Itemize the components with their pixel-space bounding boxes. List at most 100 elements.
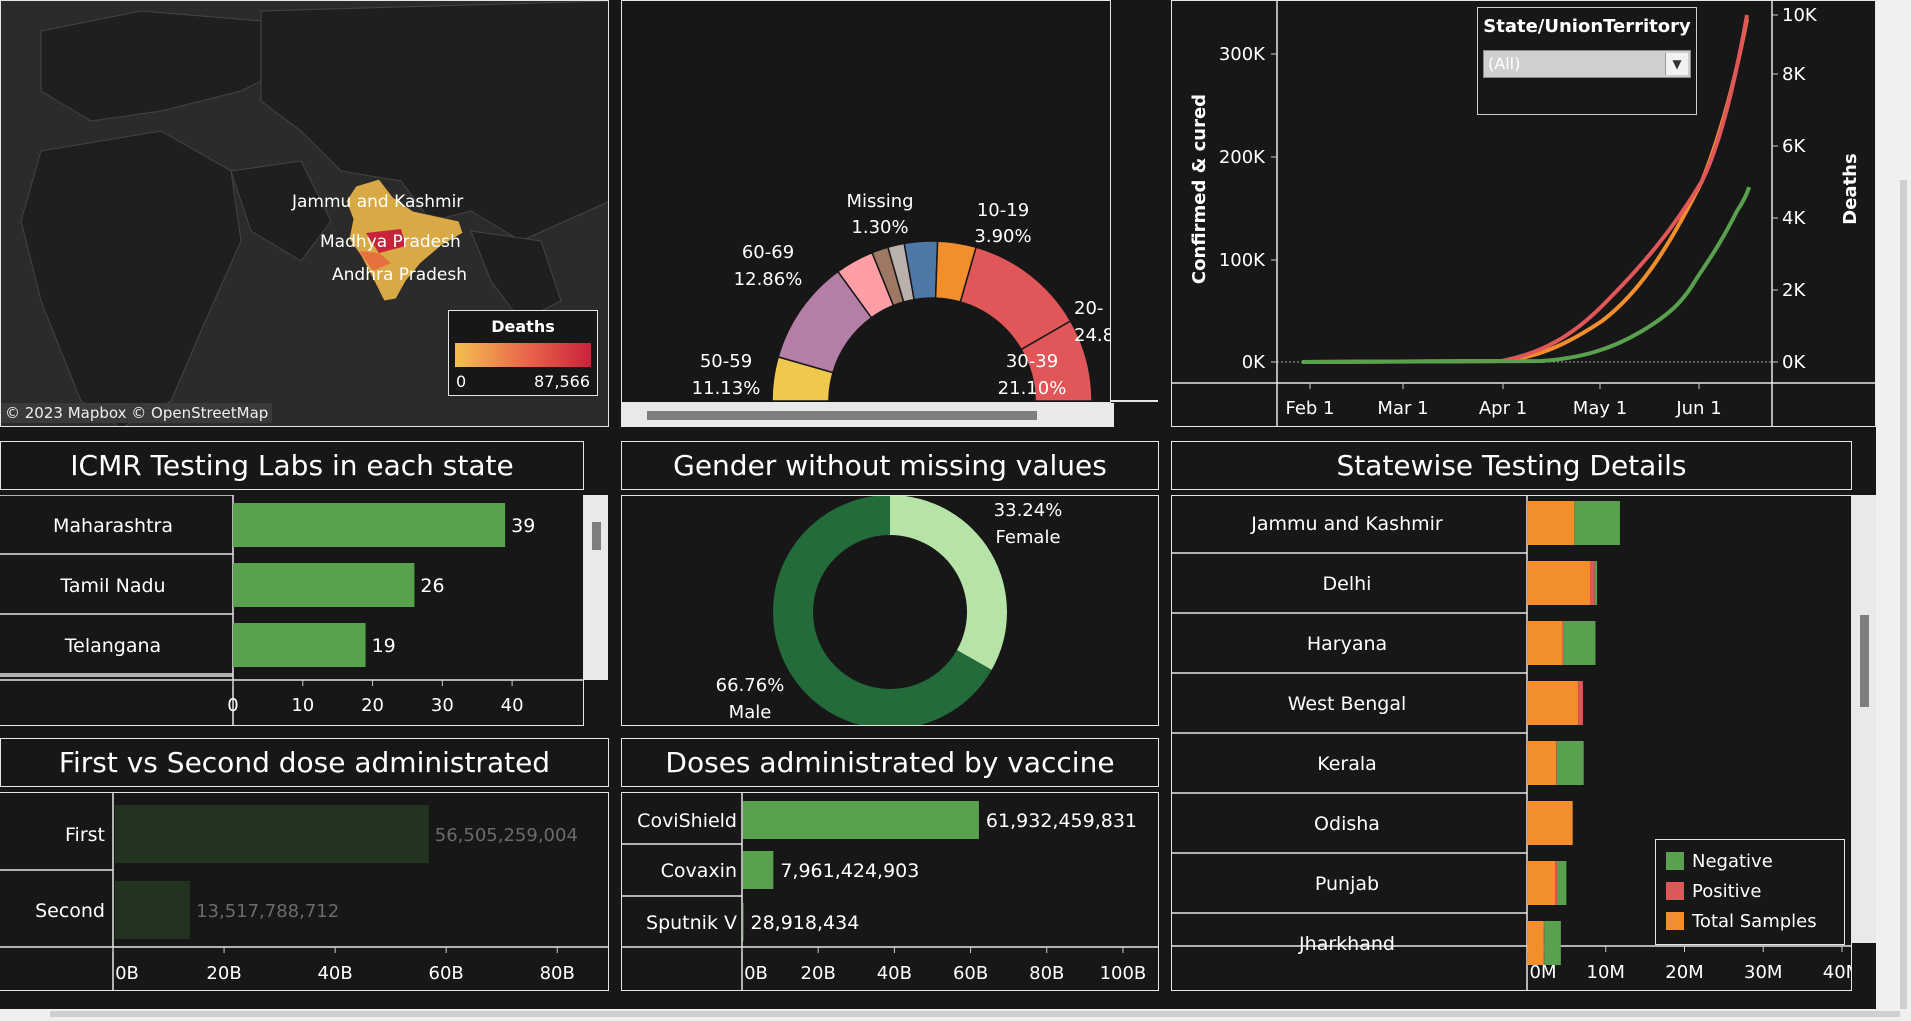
vaccine-xtick-1: 20B bbox=[801, 963, 836, 984]
map-attribution[interactable]: © 2023 Mapbox © OpenStreetMap bbox=[1, 403, 273, 423]
age-pct-7: 21.10% bbox=[998, 378, 1067, 399]
state-bar-kerala-negative bbox=[1556, 741, 1584, 785]
vaccine-value-covaxin: 7,961,424,903 bbox=[780, 860, 919, 882]
age-label-8: 20- bbox=[1074, 298, 1103, 319]
age-segment-8 bbox=[1020, 319, 1093, 402]
doses-bar-first bbox=[115, 805, 429, 863]
europe-land bbox=[40, 10, 302, 122]
doses-chart: First 56,505,259,004 Second 13,517,788,712 0… bbox=[0, 793, 608, 990]
vaccine-chart: CoviShield 61,932,459,831 Covaxin 7,961,424… bbox=[622, 793, 1158, 990]
gender-title: Gender without missing values bbox=[621, 441, 1159, 490]
labs-xtick-4: 40 bbox=[501, 695, 524, 716]
age-label-0: 50-59 bbox=[700, 351, 752, 372]
legend-swatch-positive bbox=[1666, 882, 1684, 900]
state-filter-title: State/UnionTerritory bbox=[1483, 16, 1691, 37]
state-cat-haryana: Haryana bbox=[1307, 633, 1387, 655]
vaccine-cat-sputnik-v: Sputnik V bbox=[646, 912, 737, 934]
deaths-map-panel[interactable]: Jammu and Kashmir Madhya Pradesh Andhra … bbox=[0, 0, 609, 427]
age-chart-h-scroll-thumb[interactable] bbox=[647, 411, 1037, 420]
map-label-1: Madhya Pradesh bbox=[320, 232, 461, 252]
state-filter: State/UnionTerritory (All) ▼ bbox=[1477, 7, 1697, 115]
y-right-tick-2: 4K bbox=[1782, 208, 1806, 229]
age-pct-8: 24.8 bbox=[1074, 325, 1111, 346]
state-bar-west-bengal-positive bbox=[1578, 681, 1583, 725]
labs-xtick-0: 0 bbox=[227, 695, 238, 716]
y-right-tick-5: 10K bbox=[1782, 5, 1818, 26]
labs-xtick-1: 10 bbox=[291, 695, 314, 716]
map-legend-min: 0 bbox=[456, 372, 467, 391]
gender-donut: 33.24% Female 66.76% Male bbox=[716, 496, 1062, 725]
icmr-labs-v-scrollbar[interactable] bbox=[584, 495, 608, 680]
age-chart-h-scrollbar[interactable] bbox=[621, 403, 1114, 427]
legend-item-total-samples[interactable]: Total Samples bbox=[1666, 909, 1817, 933]
map-legend-gradient bbox=[455, 343, 591, 367]
doses-xtick-1: 20B bbox=[206, 963, 241, 984]
labs-value-telangana: 19 bbox=[372, 635, 396, 657]
state-bar-jharkhand-positive bbox=[1543, 921, 1545, 965]
statewise-v-scroll-thumb[interactable] bbox=[1860, 615, 1869, 707]
deaths-map[interactable]: Jammu and Kashmir Madhya Pradesh Andhra … bbox=[1, 1, 609, 427]
labs-value-tamil-nadu: 26 bbox=[420, 575, 444, 597]
labs-cat-telangana: Telangana bbox=[64, 635, 161, 657]
y-right-tick-1: 2K bbox=[1782, 280, 1806, 301]
state-filter-value: (All) bbox=[1488, 54, 1521, 73]
legend-swatch-negative bbox=[1666, 852, 1684, 870]
state-bar-delhi-total-samples bbox=[1527, 561, 1590, 605]
age-half-donut: 50-59 11.13% 60-69 12.86% Missing 1.30% 10-19 3… bbox=[692, 191, 1111, 402]
state-filter-dropdown[interactable]: (All) ▼ bbox=[1483, 50, 1691, 78]
bottom-scroll-thumb[interactable] bbox=[50, 1011, 1900, 1017]
state-cat-punjab: Punjab bbox=[1315, 873, 1379, 895]
state-bar-haryana-total-samples bbox=[1527, 621, 1563, 665]
doses-bar-second bbox=[115, 881, 191, 939]
y-left-tick-2: 200K bbox=[1219, 147, 1266, 168]
state-bar-odisha-total-samples bbox=[1527, 801, 1573, 845]
doses-panel: First 56,505,259,004 Second 13,517,788,712 0… bbox=[0, 792, 609, 991]
map-legend: Deaths 0 87,566 bbox=[448, 310, 598, 396]
map-label-2: Andhra Pradesh bbox=[332, 265, 467, 285]
doses-value-second: 13,517,788,712 bbox=[196, 901, 339, 922]
map-legend-max: 87,566 bbox=[534, 372, 590, 391]
chevron-down-icon[interactable]: ▼ bbox=[1665, 53, 1688, 75]
y-left-tick-1: 100K bbox=[1219, 250, 1266, 271]
legend-label-negative: Negative bbox=[1692, 850, 1773, 872]
madhya-pradesh-shape bbox=[366, 229, 406, 253]
doses-xtick-3: 60B bbox=[429, 963, 464, 984]
state-cat-kerala: Kerala bbox=[1317, 753, 1377, 775]
state-bar-jharkhand-total-samples bbox=[1527, 921, 1544, 965]
state-bar-jammu-and-kashmir-negative bbox=[1574, 501, 1620, 545]
age-pct-1: 12.86% bbox=[734, 269, 803, 290]
doses-cat-second: Second bbox=[35, 900, 105, 922]
gender-slice-female bbox=[890, 496, 1007, 670]
state-bar-jharkhand-negative bbox=[1544, 921, 1561, 965]
icmr-labs-v-scroll-thumb[interactable] bbox=[592, 522, 601, 550]
vaccine-panel: CoviShield 61,932,459,831 Covaxin 7,961,424… bbox=[621, 792, 1159, 991]
x-tick-1: Mar 1 bbox=[1377, 398, 1428, 419]
legend-swatch-total-samples bbox=[1666, 912, 1684, 930]
state-xtick-2: 20M bbox=[1665, 962, 1703, 983]
vaccine-value-sputnik-v: 28,918,434 bbox=[751, 912, 860, 934]
gender-female-name: Female bbox=[995, 527, 1060, 548]
bottom-scrollbar[interactable] bbox=[0, 1009, 1911, 1021]
age-pct-0: 11.13% bbox=[692, 378, 761, 399]
cured-line bbox=[1301, 186, 1751, 364]
vaccine-bar-covaxin bbox=[743, 851, 774, 889]
state-cat-west-bengal: West Bengal bbox=[1288, 693, 1407, 715]
age-chart-side-divider bbox=[1111, 400, 1158, 402]
x-tick-3: May 1 bbox=[1573, 398, 1627, 419]
timeline-panel: 0K 100K 200K 300K 0K 2K 4K 6K 8K 10K Feb 1 Mar 1 Apr… bbox=[1171, 0, 1876, 427]
right-edge-thumb[interactable] bbox=[1900, 180, 1907, 1009]
state-bar-delhi-negative bbox=[1594, 561, 1598, 605]
legend-item-positive[interactable]: Positive bbox=[1666, 879, 1761, 903]
statewise-v-scrollbar[interactable] bbox=[1852, 495, 1876, 943]
doses-xtick-4: 80B bbox=[540, 963, 575, 984]
y-left-tick-3: 300K bbox=[1219, 44, 1266, 65]
statewise-panel: Jammu and Kashmir Delhi Haryana West Bengal… bbox=[1171, 495, 1852, 991]
vaccine-xtick-0: 0B bbox=[744, 963, 768, 984]
gender-panel: 33.24% Female 66.76% Male bbox=[621, 495, 1159, 726]
legend-item-negative[interactable]: Negative bbox=[1666, 849, 1773, 873]
right-edge-strip[interactable] bbox=[1876, 0, 1911, 1009]
icmr-labs-chart: Maharashtra 39 Tamil Nadu 26 Telangana 19 0 10 2… bbox=[0, 495, 583, 725]
state-cat-jammu-and-kashmir: Jammu and Kashmir bbox=[1250, 513, 1443, 535]
doses-title: First vs Second dose administrated bbox=[0, 738, 609, 787]
y-left-axis-label: Confirmed & cured bbox=[1189, 94, 1210, 284]
